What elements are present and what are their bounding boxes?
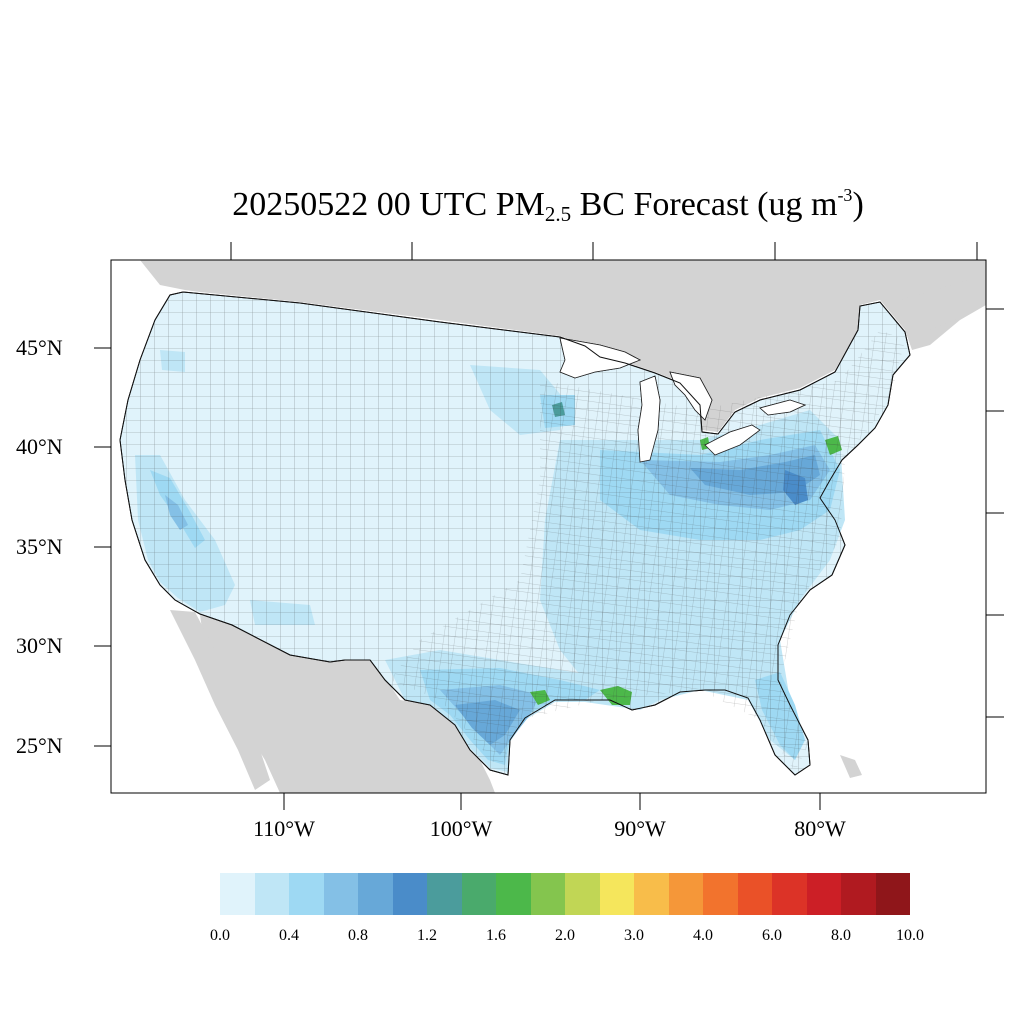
canada-land [140, 260, 986, 432]
colorbar-tick-label: 1.2 [417, 927, 437, 944]
colorbar-swatch [530, 873, 565, 915]
bottom-ticks [283, 793, 821, 810]
cuba-land [840, 755, 862, 778]
colorbar-swatch [841, 873, 876, 915]
left-ticks [94, 347, 111, 747]
lon-label-80w: 80°W [794, 816, 846, 841]
colorbar-swatch [427, 873, 462, 915]
colorbar-tick-label: 10.0 [896, 927, 924, 944]
colorbar-swatch [323, 873, 358, 915]
lat-label-45: 45°N [16, 335, 63, 360]
colorbar-tick-label: 0.0 [210, 927, 230, 944]
colorbar-swatch [634, 873, 669, 915]
colorbar-tick-label: 0.8 [348, 927, 368, 944]
colorbar-swatch [358, 873, 393, 915]
lat-label-40: 40°N [16, 434, 63, 459]
lon-label-110w: 110°W [253, 816, 315, 841]
colorbar-swatch [220, 873, 255, 915]
title-subscript: 2.5 [544, 202, 572, 226]
county-lines-east [390, 330, 905, 772]
colorbar-swatch [772, 873, 807, 915]
colorbar-tick-label: 1.6 [486, 927, 506, 944]
title-middle: BC Forecast (ug m [571, 186, 838, 223]
lat-label-35: 35°N [16, 534, 63, 559]
colorbar-swatch [806, 873, 841, 915]
colorbar-tick-label: 8.0 [831, 927, 851, 944]
colorbar-swatch [254, 873, 289, 915]
colorbar-swatch [668, 873, 703, 915]
title-superscript: -3 [837, 185, 853, 205]
colorbar-swatch [737, 873, 772, 915]
title-prefix: 20250522 00 UTC PM [232, 186, 545, 223]
colorbar-tick-label: 0.4 [279, 927, 299, 944]
right-ticks [986, 308, 1004, 718]
colorbar-swatch [496, 873, 531, 915]
lon-label-100w: 100°W [429, 816, 493, 841]
colorbar-tick-label: 6.0 [762, 927, 782, 944]
maritime-land [900, 275, 986, 330]
map-title: 20250522 00 UTC PM2.5 BC Forecast (ug m-… [0, 185, 1024, 225]
colorbar-tick-label: 4.0 [693, 927, 713, 944]
baja-land [170, 610, 270, 790]
colorbar-swatch [289, 873, 324, 915]
title-suffix: ) [852, 186, 864, 223]
lat-label-30: 30°N [16, 633, 63, 658]
colorbar-swatch [703, 873, 738, 915]
map-frame [110, 259, 987, 794]
lon-label-90w: 90°W [614, 816, 666, 841]
colorbar-swatch [565, 873, 600, 915]
colorbar-swatch [392, 873, 427, 915]
top-ticks [230, 242, 978, 260]
colorbar-tick-label: 3.0 [624, 927, 644, 944]
conus-outline [119, 291, 911, 776]
colorbar-tick-label: 2.0 [555, 927, 575, 944]
lat-label-25: 25°N [16, 733, 63, 758]
mexico-land [200, 615, 495, 793]
colorbar-swatch [461, 873, 496, 915]
colorbar [220, 873, 910, 915]
colorbar-swatch [875, 873, 910, 915]
colorbar-swatch [599, 873, 634, 915]
